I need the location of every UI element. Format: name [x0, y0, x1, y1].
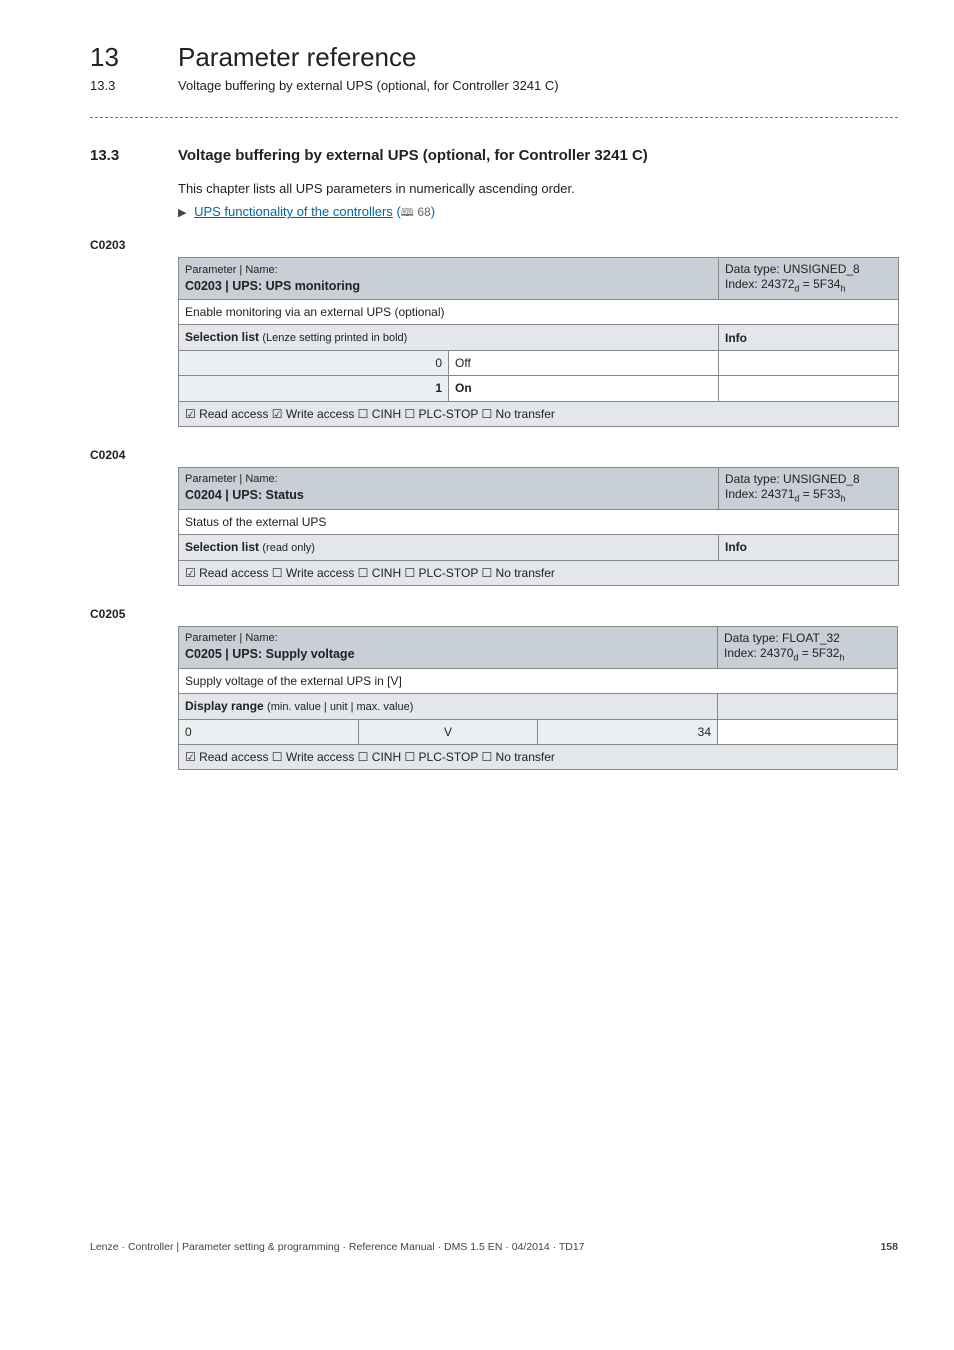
table-c0204: Parameter | Name: C0204 | UPS: Status Da… [178, 467, 899, 586]
range-label: Display range (min. value | unit | max. … [179, 693, 718, 719]
datatype-line1: Data type: FLOAT_32 [724, 631, 891, 646]
header-line2: C0205 | UPS: Supply voltage [185, 646, 711, 663]
datatype-line2: Index: 24371d = 5F33h [725, 487, 892, 505]
footer-row: ☑ Read access ☑ Write access ☐ CINH ☐ PL… [179, 401, 899, 426]
footer-left: Lenze · Controller | Parameter setting &… [90, 1240, 585, 1254]
desc-cell: Supply voltage of the external UPS in [V… [179, 668, 898, 693]
table-header-row: Parameter | Name: C0204 | UPS: Status Da… [179, 467, 899, 509]
section-number: 13.3 [90, 146, 130, 166]
header-line1: Parameter | Name: [185, 263, 712, 278]
section-title: Voltage buffering by external UPS (optio… [178, 146, 648, 166]
intro-block: This chapter lists all UPS parameters in… [178, 180, 898, 221]
blank-cell [718, 719, 898, 744]
access-flags: ☑ Read access ☐ Write access ☐ CINH ☐ PL… [179, 744, 898, 769]
footer-page-number: 158 [880, 1240, 898, 1254]
value-cell: On [449, 376, 719, 401]
info-cell [719, 376, 899, 401]
table-header-row: Parameter | Name: C0205 | UPS: Supply vo… [179, 626, 898, 668]
table-row: 0 Off [179, 351, 899, 376]
access-flags: ☑ Read access ☑ Write access ☐ CINH ☐ PL… [179, 401, 899, 426]
selection-label: Selection list (Lenze setting printed in… [179, 325, 719, 351]
subchapter-header: 13.3 Voltage buffering by external UPS (… [90, 77, 898, 95]
datatype-line1: Data type: UNSIGNED_8 [725, 262, 892, 277]
link-line: ▶ UPS functionality of the controllers (… [178, 203, 898, 221]
page-number-ref: 68 [417, 205, 430, 219]
triangle-icon: ▶ [178, 207, 186, 219]
ups-functionality-link[interactable]: UPS functionality of the controllers [194, 204, 393, 219]
divider [90, 117, 898, 118]
header-right: Data type: UNSIGNED_8 Index: 24372d = 5F… [719, 258, 899, 300]
subchapter-number: 13.3 [90, 77, 130, 95]
param-id-c0203: C0203 [90, 237, 898, 253]
header-line1: Parameter | Name: [185, 631, 711, 646]
range-header-row: Display range (min. value | unit | max. … [179, 693, 898, 719]
desc-row: Enable monitoring via an external UPS (o… [179, 300, 899, 325]
chapter-title: Parameter reference [178, 40, 416, 75]
blank-cell [718, 693, 898, 719]
min-cell: 0 [179, 719, 359, 744]
desc-cell: Enable monitoring via an external UPS (o… [179, 300, 899, 325]
table-c0203: Parameter | Name: C0203 | UPS: UPS monit… [178, 257, 899, 426]
info-cell [719, 351, 899, 376]
access-flags: ☑ Read access ☐ Write access ☐ CINH ☐ PL… [179, 560, 899, 585]
max-cell: 34 [538, 719, 718, 744]
selection-header-row: Selection list (Lenze setting printed in… [179, 325, 899, 351]
header-line1: Parameter | Name: [185, 472, 712, 487]
header-right: Data type: FLOAT_32 Index: 24370d = 5F32… [718, 626, 898, 668]
header-left: Parameter | Name: C0205 | UPS: Supply vo… [179, 626, 718, 668]
table-row: 1 On [179, 376, 899, 401]
subchapter-title: Voltage buffering by external UPS (optio… [178, 77, 559, 95]
page-footer: Lenze · Controller | Parameter setting &… [90, 1240, 898, 1254]
param-id-c0205: C0205 [90, 606, 898, 622]
datatype-line2: Index: 24372d = 5F34h [725, 277, 892, 295]
key-cell: 0 [179, 351, 449, 376]
selection-header-row: Selection list (read only) Info [179, 534, 899, 560]
info-header: Info [719, 325, 899, 351]
selection-label: Selection list (read only) [179, 534, 719, 560]
info-header: Info [719, 534, 899, 560]
key-cell: 1 [179, 376, 449, 401]
desc-cell: Status of the external UPS [179, 509, 899, 534]
param-id-c0204: C0204 [90, 447, 898, 463]
header-left: Parameter | Name: C0203 | UPS: UPS monit… [179, 258, 719, 300]
unit-cell: V [358, 719, 538, 744]
value-cell: Off [449, 351, 719, 376]
book-icon: 🕮 [401, 207, 414, 219]
header-left: Parameter | Name: C0204 | UPS: Status [179, 467, 719, 509]
header-line2: C0204 | UPS: Status [185, 487, 712, 504]
desc-row: Supply voltage of the external UPS in [V… [179, 668, 898, 693]
table-c0205: Parameter | Name: C0205 | UPS: Supply vo… [178, 626, 898, 770]
header-right: Data type: UNSIGNED_8 Index: 24371d = 5F… [719, 467, 899, 509]
desc-row: Status of the external UPS [179, 509, 899, 534]
datatype-line1: Data type: UNSIGNED_8 [725, 472, 892, 487]
chapter-header: 13 Parameter reference [90, 40, 898, 75]
datatype-line2: Index: 24370d = 5F32h [724, 646, 891, 664]
range-row: 0 V 34 [179, 719, 898, 744]
footer-row: ☑ Read access ☐ Write access ☐ CINH ☐ PL… [179, 744, 898, 769]
chapter-number: 13 [90, 40, 130, 75]
section-heading: 13.3 Voltage buffering by external UPS (… [90, 146, 898, 166]
footer-row: ☑ Read access ☐ Write access ☐ CINH ☐ PL… [179, 560, 899, 585]
header-line2: C0203 | UPS: UPS monitoring [185, 278, 712, 295]
table-header-row: Parameter | Name: C0203 | UPS: UPS monit… [179, 258, 899, 300]
page-ref: (🕮 68) [396, 204, 435, 219]
intro-text: This chapter lists all UPS parameters in… [178, 180, 898, 198]
